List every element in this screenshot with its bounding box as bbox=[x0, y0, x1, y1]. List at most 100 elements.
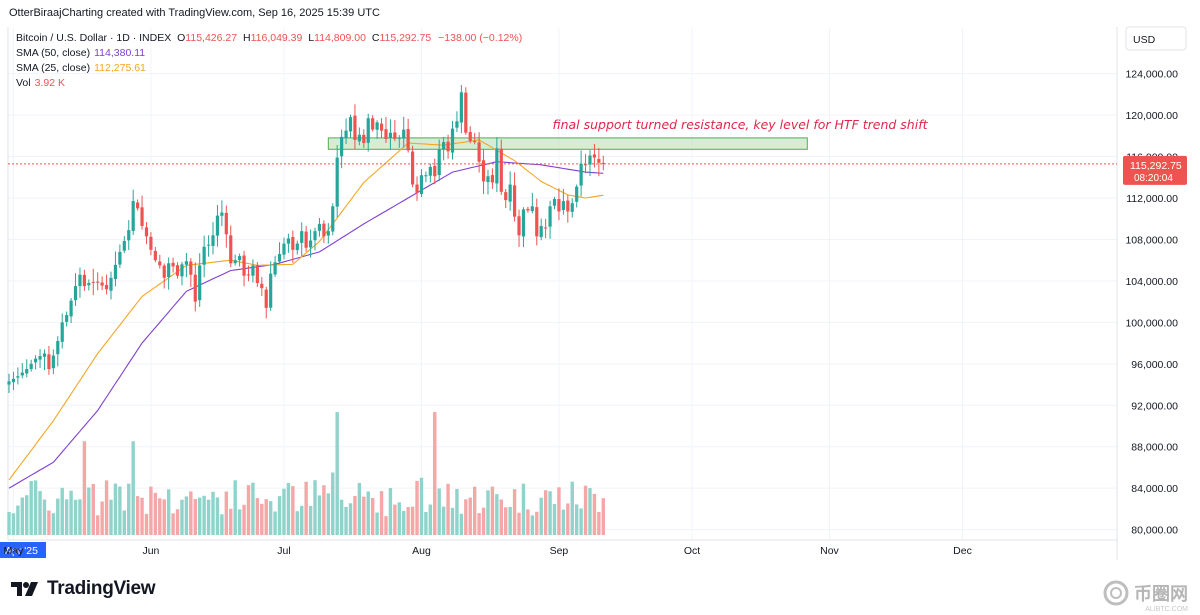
volume-label[interactable]: Vol bbox=[16, 77, 31, 89]
candle-body bbox=[464, 92, 468, 133]
candle-body bbox=[481, 160, 486, 182]
volume-bar bbox=[73, 499, 78, 535]
moving-average-lines bbox=[8, 139, 1117, 489]
candle-body bbox=[69, 300, 73, 317]
price-tick-label: 92,000.00 bbox=[1131, 400, 1178, 412]
volume-bar bbox=[64, 499, 69, 535]
candle-body bbox=[211, 235, 215, 246]
low-value: 114,809.00 bbox=[314, 32, 366, 44]
candle-body bbox=[353, 115, 357, 140]
candle-body bbox=[397, 137, 401, 139]
candle-body bbox=[561, 201, 565, 211]
candle-body bbox=[517, 216, 521, 236]
watermark-icon bbox=[1103, 580, 1129, 606]
candle-body bbox=[233, 260, 237, 264]
volume-bar bbox=[526, 509, 530, 535]
volume-bar bbox=[450, 507, 455, 535]
volume-bar bbox=[486, 490, 490, 535]
sma25-label[interactable]: SMA (25, close) bbox=[16, 62, 91, 74]
candle-body bbox=[526, 208, 530, 211]
candle-body bbox=[521, 209, 526, 237]
sma50-label[interactable]: SMA (50, close) bbox=[16, 47, 91, 59]
volume-bar bbox=[472, 486, 477, 535]
volume-bar bbox=[517, 512, 521, 535]
volume-bar bbox=[153, 492, 158, 535]
price-tick-label: 124,000.00 bbox=[1125, 69, 1178, 81]
time-tick-label: Aug bbox=[412, 545, 431, 557]
price-axis[interactable]: 80,000.00 84,000.00 88,000.00 92,000.00 96,0… bbox=[1125, 69, 1178, 537]
volume-bar bbox=[530, 515, 535, 535]
volume-bar bbox=[410, 506, 415, 535]
volume-bar bbox=[535, 511, 539, 535]
candle-body bbox=[7, 381, 11, 385]
candle-body bbox=[255, 265, 259, 283]
candle-body bbox=[499, 148, 503, 192]
volume-bar bbox=[424, 512, 428, 535]
candle-body bbox=[189, 261, 193, 275]
volume-bar bbox=[91, 483, 95, 535]
candle-body bbox=[575, 186, 579, 202]
candle-body bbox=[313, 231, 317, 241]
candle-body bbox=[229, 235, 233, 264]
volume-bar bbox=[379, 491, 384, 535]
candle-body bbox=[175, 265, 180, 276]
time-tick-label: Jun bbox=[142, 545, 159, 557]
volume-bar bbox=[459, 513, 464, 535]
candle-body bbox=[442, 142, 446, 150]
candle-body bbox=[552, 199, 557, 206]
symbol-title[interactable]: Bitcoin / U.S. Dollar · 1D · INDEX bbox=[16, 32, 172, 44]
price-tick-label: 96,000.00 bbox=[1131, 359, 1178, 371]
sma50-legend[interactable]: SMA (50, close) 114,380.11 bbox=[16, 47, 145, 59]
volume-bar bbox=[229, 508, 233, 535]
candle-body bbox=[180, 264, 184, 277]
candle-body bbox=[406, 129, 410, 151]
candle-body bbox=[206, 244, 211, 246]
candle-body bbox=[388, 132, 393, 138]
volume-bar bbox=[543, 490, 548, 535]
volume-bar bbox=[233, 480, 237, 535]
price-tick-label: 120,000.00 bbox=[1125, 110, 1178, 122]
volume-bar bbox=[193, 499, 197, 535]
volume-bar bbox=[38, 491, 42, 535]
candle-body bbox=[601, 162, 605, 164]
candle-body bbox=[277, 253, 282, 262]
candle-body bbox=[162, 265, 166, 278]
candle-body bbox=[158, 261, 162, 266]
last-price-value: 115,292.75 bbox=[1130, 160, 1182, 172]
candle-body bbox=[73, 286, 78, 301]
price-tick-label: 112,000.00 bbox=[1126, 193, 1178, 205]
candle-body bbox=[415, 184, 419, 193]
candle-body bbox=[322, 223, 326, 237]
tradingview-logo[interactable]: TradingView bbox=[11, 578, 156, 600]
volume-bar bbox=[446, 483, 450, 535]
volume-bar bbox=[433, 412, 437, 535]
candle-body bbox=[96, 281, 100, 283]
volume-bar bbox=[579, 508, 583, 535]
candle-body bbox=[260, 283, 264, 289]
volume-bar bbox=[104, 480, 109, 535]
candle-body bbox=[335, 157, 339, 207]
volume-bar bbox=[118, 486, 122, 535]
volume-bar bbox=[295, 511, 299, 535]
volume-bar bbox=[588, 488, 592, 535]
sma25-legend[interactable]: SMA (25, close) 112,275.61 bbox=[16, 62, 146, 74]
candle-body bbox=[60, 322, 64, 342]
candle-body bbox=[557, 199, 561, 212]
candle-body bbox=[570, 203, 574, 212]
currency-button[interactable]: USD bbox=[1125, 26, 1187, 51]
candle-body bbox=[171, 262, 175, 267]
volume-bar bbox=[375, 512, 379, 535]
volume-bar bbox=[100, 501, 104, 535]
symbol-legend[interactable]: Bitcoin / U.S. Dollar · 1D · INDEX O115,… bbox=[16, 32, 522, 44]
volume-legend[interactable]: Vol 3.92 K bbox=[16, 77, 65, 89]
volume-bar bbox=[557, 487, 561, 535]
candle-body bbox=[468, 132, 472, 141]
candle-body bbox=[273, 262, 277, 275]
candle-body bbox=[78, 274, 82, 287]
volume-bar bbox=[51, 513, 56, 535]
candle-body bbox=[269, 273, 273, 308]
volume-bar bbox=[260, 503, 264, 535]
watermark: 币圈网 ALIBTC.COM bbox=[1103, 580, 1188, 613]
